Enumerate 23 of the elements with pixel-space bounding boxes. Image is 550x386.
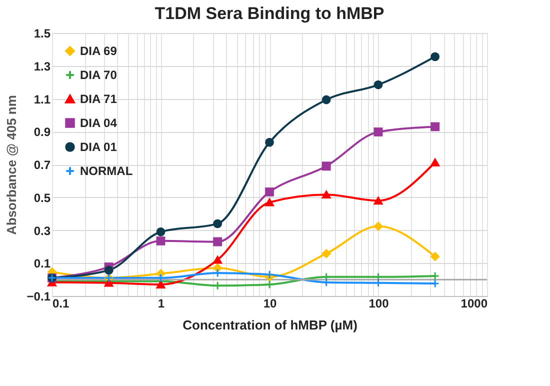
y-tick-label: 1.5 xyxy=(34,26,51,40)
y-tick-label: 1.1 xyxy=(34,92,51,106)
y-tick-label: 0.1 xyxy=(34,256,51,271)
legend-label: DIA 69 xyxy=(80,44,118,58)
x-tick-label: 1000 xyxy=(460,296,488,310)
legend-label: DIA 70 xyxy=(80,68,118,82)
x-tick-label: 10 xyxy=(263,296,277,310)
legend-label: DIA 04 xyxy=(80,116,118,130)
x-tick-label: 0.1 xyxy=(52,296,70,310)
y-axis-title: Absorbance @ 405 nm xyxy=(4,95,19,235)
x-tick-label: 1 xyxy=(158,296,165,310)
legend-label: DIA 01 xyxy=(80,140,118,154)
y-tick-label: 0.5 xyxy=(34,190,51,205)
y-tick-label: 0.3 xyxy=(34,224,51,238)
y-tick-label: 1.3 xyxy=(34,59,51,74)
legend-label: DIA 71 xyxy=(80,92,118,106)
x-tick-label: 100 xyxy=(368,296,390,310)
chart-title: T1DM Sera Binding to hMBP xyxy=(154,4,384,23)
y-tick-label: 0.9 xyxy=(34,125,51,140)
y-tick-label: 0.7 xyxy=(34,158,51,172)
y-tick-label: −0.1 xyxy=(26,290,51,304)
legend-label: NORMAL xyxy=(80,164,133,178)
x-axis-title: Concentration of hMBP (µM) xyxy=(182,318,358,332)
